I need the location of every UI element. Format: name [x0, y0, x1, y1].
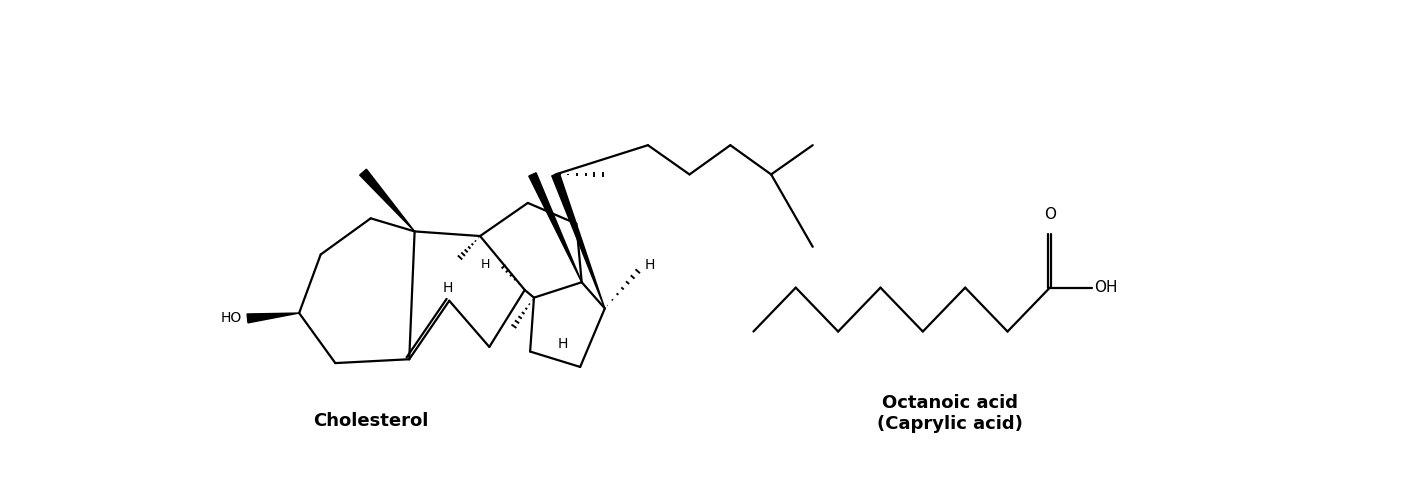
Text: H: H	[443, 281, 453, 295]
Text: OH: OH	[1094, 280, 1118, 295]
Polygon shape	[360, 169, 415, 231]
Text: Octanoic acid
(Caprylic acid): Octanoic acid (Caprylic acid)	[877, 394, 1022, 432]
Text: H: H	[644, 259, 656, 272]
Text: Cholesterol: Cholesterol	[313, 412, 429, 430]
Text: H: H	[481, 258, 491, 271]
Polygon shape	[247, 313, 299, 323]
Polygon shape	[529, 173, 582, 282]
Text: O: O	[1043, 207, 1056, 222]
Polygon shape	[551, 173, 605, 308]
Text: H: H	[558, 337, 568, 351]
Text: HO: HO	[220, 311, 241, 326]
